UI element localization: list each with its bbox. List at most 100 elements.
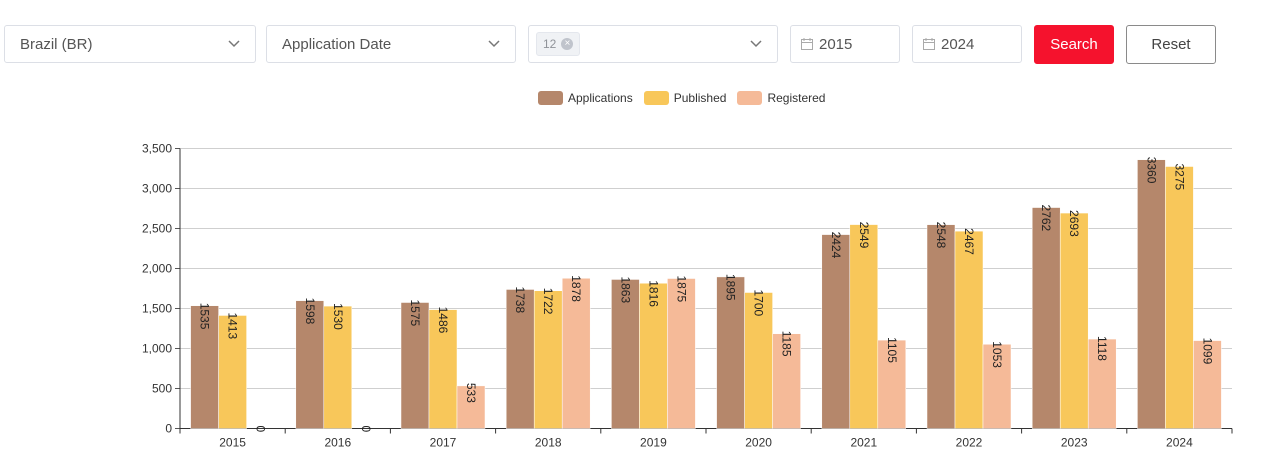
legend-item-published[interactable]: Published <box>643 91 727 105</box>
bar-published <box>1059 212 1089 429</box>
bar-registered <box>561 278 591 429</box>
bar-registered <box>1193 340 1222 429</box>
legend-label-applications: Applications <box>568 91 633 105</box>
y-tick-label: 3,000 <box>142 182 172 196</box>
bar-published <box>954 230 984 429</box>
y-tick-label: 500 <box>152 382 172 396</box>
data-label-registered: 1105 <box>885 337 899 363</box>
x-tick-label: 2019 <box>640 436 667 450</box>
data-label-registered: 1875 <box>674 276 688 303</box>
data-label-applications: 1575 <box>408 300 422 327</box>
bar-published <box>428 309 458 429</box>
x-tick-label: 2022 <box>956 436 983 450</box>
data-label-published: 1530 <box>331 303 345 330</box>
legend-label-published: Published <box>673 91 727 105</box>
selected-tag-label: 12 <box>543 37 557 51</box>
data-label-published: 2467 <box>962 228 976 255</box>
x-tick-label: 2023 <box>1061 436 1088 450</box>
data-label-applications: 1598 <box>303 298 317 325</box>
data-label-applications: 1863 <box>618 276 632 303</box>
bar-applications <box>505 289 535 429</box>
end-year-value: 2024 <box>941 35 975 53</box>
end-year-picker[interactable]: 2024 <box>912 25 1022 63</box>
bar-applications <box>611 279 640 429</box>
data-label-applications: 1535 <box>198 303 212 330</box>
data-label-applications: 2548 <box>934 222 948 249</box>
bar-registered <box>877 339 907 429</box>
x-tick-label: 2024 <box>1166 436 1193 450</box>
legend-label-registered: Registered <box>767 91 826 105</box>
bar-registered <box>667 278 696 429</box>
date-type-select-value: Application Date <box>282 35 392 53</box>
bar-registered <box>1087 338 1117 429</box>
data-label-registered: 1118 <box>1095 336 1109 361</box>
legend-swatch-applications <box>538 91 563 105</box>
bar-applications <box>926 224 956 429</box>
y-tick-label: 2,000 <box>142 262 172 276</box>
y-tick-label: 1,500 <box>142 302 172 316</box>
tag-close-icon[interactable]: × <box>561 38 574 50</box>
data-label-registered: 1878 <box>569 275 583 302</box>
bar-published <box>1165 166 1194 429</box>
bar-applications <box>295 300 325 429</box>
legend-swatch-published <box>643 91 669 105</box>
bar-registered <box>456 385 486 429</box>
selected-tag: 12 × <box>536 32 581 56</box>
data-label-published: 1700 <box>752 290 766 317</box>
data-label-published: 2693 <box>1067 210 1081 237</box>
reset-button[interactable]: Reset <box>1126 25 1216 64</box>
data-label-registered: 1099 <box>1200 338 1214 365</box>
data-label-registered: 1053 <box>990 341 1004 368</box>
x-tick-label: 2017 <box>430 436 457 450</box>
data-label-registered: 0 <box>254 426 268 433</box>
data-label-applications: 2762 <box>1039 205 1053 232</box>
data-label-published: 3275 <box>1172 164 1186 191</box>
start-year-value: 2015 <box>819 35 853 53</box>
y-tick-label: 3,500 <box>142 142 172 156</box>
bar-applications <box>1137 159 1166 429</box>
x-tick-label: 2018 <box>535 436 562 450</box>
y-tick-label: 0 <box>165 422 172 436</box>
bar-published <box>533 290 563 429</box>
data-label-published: 2549 <box>857 222 871 249</box>
bar-applications <box>190 305 219 429</box>
country-select-value: Brazil (BR) <box>20 35 93 53</box>
x-tick-label: 2021 <box>850 436 877 450</box>
start-year-picker[interactable]: 2015 <box>790 25 900 63</box>
bar-published <box>218 315 247 429</box>
bar-published <box>744 292 773 429</box>
bar-published <box>639 282 668 429</box>
data-label-published: 1413 <box>226 312 240 339</box>
chevron-down-icon <box>750 40 762 48</box>
data-label-registered: 533 <box>464 383 478 403</box>
x-tick-label: 2016 <box>324 436 351 450</box>
bar-published <box>323 305 353 429</box>
legend-item-registered[interactable]: Registered <box>737 91 825 105</box>
data-label-registered: 1185 <box>780 331 794 357</box>
data-label-published: 1816 <box>646 280 660 307</box>
bar-applications <box>716 276 745 429</box>
bar-registered <box>982 344 1012 429</box>
country-select[interactable]: Brazil (BR) <box>4 25 256 63</box>
bar-registered <box>772 333 801 429</box>
chart-legend: Applications Published Registered <box>538 91 836 105</box>
date-type-select[interactable]: Application Date <box>266 25 516 63</box>
chevron-down-icon <box>488 40 500 48</box>
multi-select[interactable]: 12 × <box>528 25 778 63</box>
y-tick-label: 2,500 <box>142 222 172 236</box>
bar-published <box>849 224 879 429</box>
data-label-applications: 1738 <box>513 286 527 313</box>
bar-applications <box>400 302 430 429</box>
x-tick-label: 2020 <box>745 436 772 450</box>
calendar-icon <box>801 38 813 50</box>
data-label-applications: 2424 <box>829 232 843 259</box>
data-label-applications: 1895 <box>724 274 738 301</box>
search-button[interactable]: Search <box>1034 25 1114 64</box>
data-label-applications: 3360 <box>1144 157 1158 184</box>
y-tick-label: 1,000 <box>142 342 172 356</box>
legend-item-applications[interactable]: Applications <box>538 91 633 105</box>
chevron-down-icon <box>228 40 240 48</box>
x-tick-label: 2015 <box>219 436 246 450</box>
calendar-icon <box>923 38 935 50</box>
data-label-published: 1486 <box>436 307 450 334</box>
